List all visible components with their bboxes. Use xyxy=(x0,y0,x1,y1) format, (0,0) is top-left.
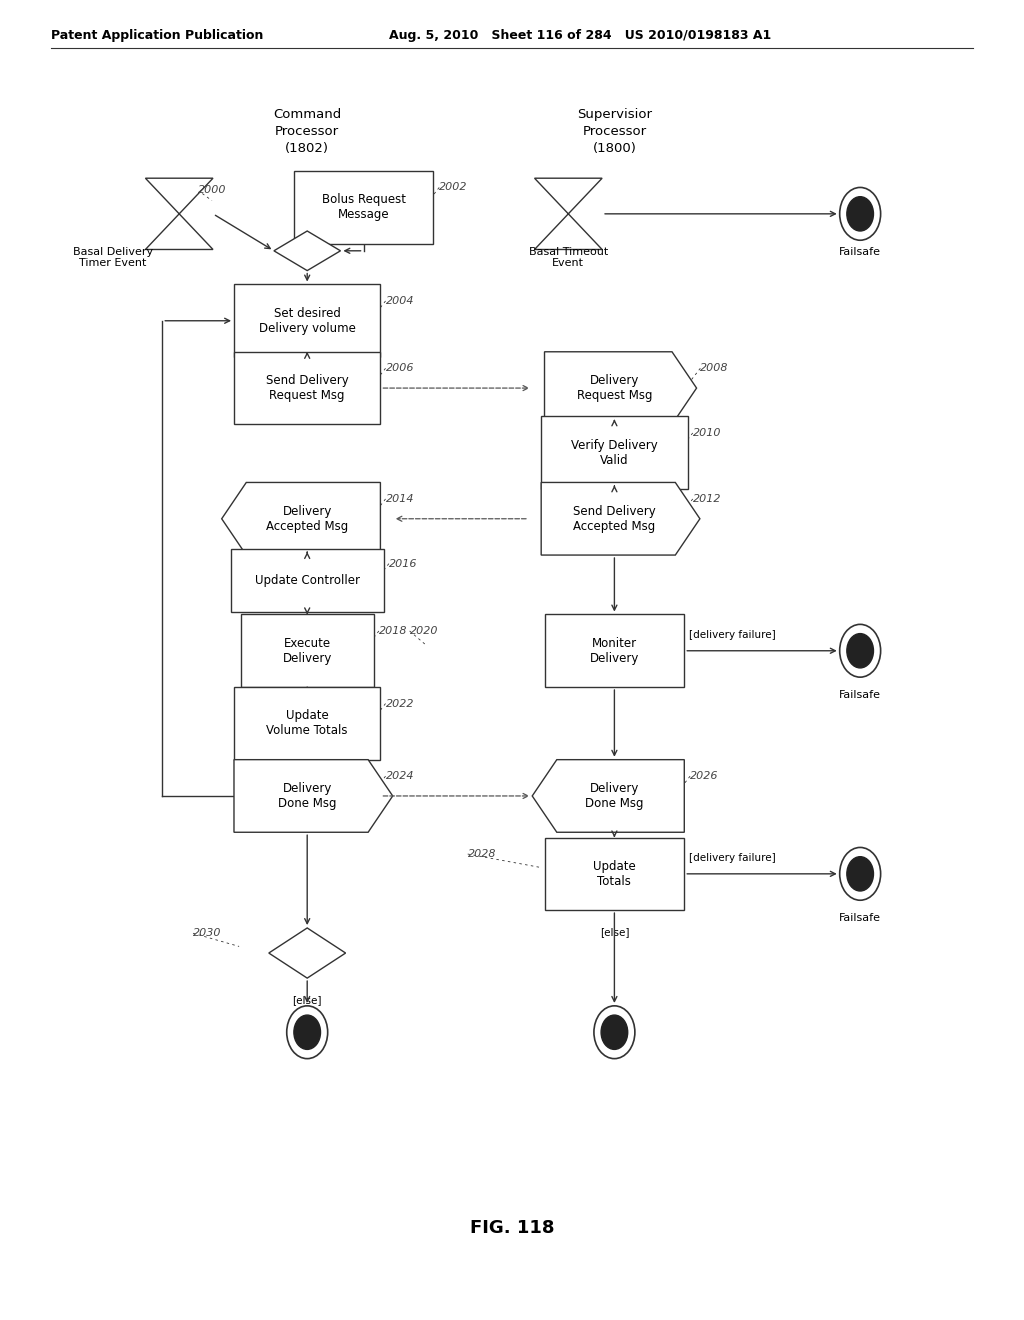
Text: Execute
Delivery: Execute Delivery xyxy=(283,636,332,665)
Polygon shape xyxy=(535,178,602,249)
Text: 2024: 2024 xyxy=(385,771,414,781)
Text: Send Delivery
Accepted Msg: Send Delivery Accepted Msg xyxy=(573,504,655,533)
Text: 2026: 2026 xyxy=(690,771,719,781)
Polygon shape xyxy=(273,231,340,271)
Text: 2020: 2020 xyxy=(410,626,438,636)
Text: Verify Delivery
Valid: Verify Delivery Valid xyxy=(571,438,657,467)
FancyBboxPatch shape xyxy=(294,170,433,243)
Text: Bolus Request
Message: Bolus Request Message xyxy=(322,193,406,222)
Text: Supervisior
Processor
(1800): Supervisior Processor (1800) xyxy=(577,108,652,156)
FancyBboxPatch shape xyxy=(233,351,381,425)
FancyBboxPatch shape xyxy=(233,686,381,759)
Polygon shape xyxy=(233,759,393,833)
Text: Set desired
Delivery volume: Set desired Delivery volume xyxy=(259,306,355,335)
Circle shape xyxy=(601,1015,628,1049)
Text: Send Delivery
Request Msg: Send Delivery Request Msg xyxy=(266,374,348,403)
Text: 2004: 2004 xyxy=(385,296,414,306)
Text: 2018: 2018 xyxy=(379,626,408,636)
Text: 2012: 2012 xyxy=(692,494,721,504)
Text: Update Controller: Update Controller xyxy=(255,574,359,587)
Text: [else]: [else] xyxy=(293,995,322,1006)
FancyBboxPatch shape xyxy=(545,838,684,911)
Text: [else]: [else] xyxy=(600,927,629,937)
Text: Basal Delivery
Timer Event: Basal Delivery Timer Event xyxy=(73,247,153,268)
Text: Moniter
Delivery: Moniter Delivery xyxy=(590,636,639,665)
Text: Aug. 5, 2010   Sheet 116 of 284   US 2010/0198183 A1: Aug. 5, 2010 Sheet 116 of 284 US 2010/01… xyxy=(389,29,771,42)
Text: Command
Processor
(1802): Command Processor (1802) xyxy=(273,108,341,156)
Text: 2006: 2006 xyxy=(385,363,414,374)
Text: Delivery
Accepted Msg: Delivery Accepted Msg xyxy=(266,504,348,533)
Text: 2016: 2016 xyxy=(389,558,418,569)
FancyBboxPatch shape xyxy=(230,549,384,612)
Text: Delivery
Request Msg: Delivery Request Msg xyxy=(577,374,652,403)
Polygon shape xyxy=(541,483,700,554)
Circle shape xyxy=(294,1015,321,1049)
Polygon shape xyxy=(145,178,213,249)
Circle shape xyxy=(847,634,873,668)
FancyBboxPatch shape xyxy=(241,615,374,686)
Polygon shape xyxy=(221,483,381,554)
Text: 2008: 2008 xyxy=(700,363,729,374)
Polygon shape xyxy=(545,352,696,425)
Circle shape xyxy=(847,857,873,891)
FancyBboxPatch shape xyxy=(233,284,381,356)
Text: 2014: 2014 xyxy=(385,494,414,504)
Polygon shape xyxy=(268,928,345,978)
Text: 2000: 2000 xyxy=(198,185,226,195)
Text: Update
Volume Totals: Update Volume Totals xyxy=(266,709,348,738)
Text: 2022: 2022 xyxy=(385,698,414,709)
Text: 2028: 2028 xyxy=(468,849,497,859)
Text: Update
Totals: Update Totals xyxy=(593,859,636,888)
Text: 2002: 2002 xyxy=(439,182,468,193)
Text: Delivery
Done Msg: Delivery Done Msg xyxy=(278,781,337,810)
Circle shape xyxy=(847,197,873,231)
Text: [delivery failure]: [delivery failure] xyxy=(689,630,776,640)
Text: Failsafe: Failsafe xyxy=(839,690,882,701)
Text: FIG. 118: FIG. 118 xyxy=(470,1218,554,1237)
Polygon shape xyxy=(532,759,684,833)
FancyBboxPatch shape xyxy=(545,615,684,686)
Text: Failsafe: Failsafe xyxy=(839,913,882,924)
Text: Patent Application Publication: Patent Application Publication xyxy=(51,29,263,42)
Text: 2010: 2010 xyxy=(692,428,721,438)
Text: [delivery failure]: [delivery failure] xyxy=(689,853,776,863)
Text: Delivery
Done Msg: Delivery Done Msg xyxy=(585,781,644,810)
Text: Failsafe: Failsafe xyxy=(839,247,882,257)
FancyBboxPatch shape xyxy=(541,416,688,488)
Text: Basal Timeout
Event: Basal Timeout Event xyxy=(528,247,608,268)
Text: 2030: 2030 xyxy=(193,928,221,939)
